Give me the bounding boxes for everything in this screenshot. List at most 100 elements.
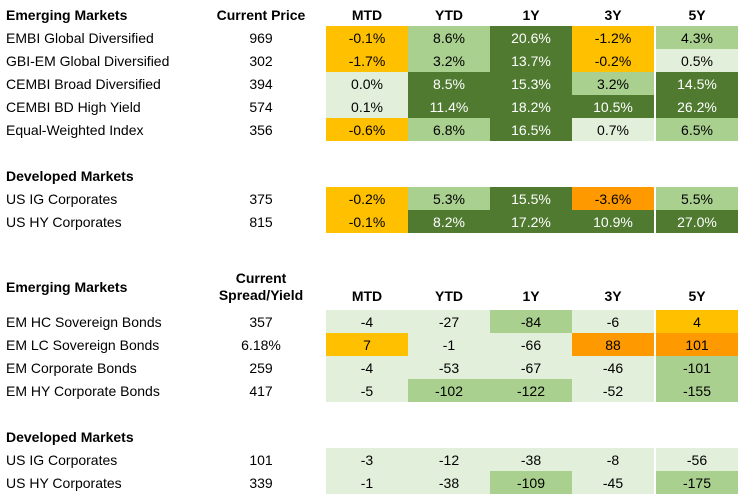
value-cell-1y: -67 bbox=[490, 356, 572, 379]
row-price: 302 bbox=[206, 49, 316, 72]
price-header-line1: Current bbox=[236, 270, 287, 287]
price-header-line2: Spread/Yield bbox=[219, 287, 303, 304]
value-cell-ytd: 6.8% bbox=[408, 118, 490, 141]
value-cell-3y: -0.2% bbox=[572, 49, 654, 72]
value-cell-3y: 0.7% bbox=[572, 118, 654, 141]
table1-dm-section-row: Developed Markets bbox=[0, 164, 750, 187]
table-row: EM Corporate Bonds 259 -4 -53 -67 -46 -101 bbox=[0, 356, 750, 379]
value-cell-1y: 15.3% bbox=[490, 72, 572, 95]
row-name: EM Corporate Bonds bbox=[6, 356, 206, 379]
value-cell-ytd: -27 bbox=[408, 310, 490, 333]
value-cell-1y: -38 bbox=[490, 448, 572, 471]
value-cell-1y: 18.2% bbox=[490, 95, 572, 118]
value-cell-ytd: -38 bbox=[408, 471, 490, 494]
value-cell-3y: 10.9% bbox=[572, 210, 654, 233]
value-cell-5y: 6.5% bbox=[656, 118, 738, 141]
value-cell-3y: -8 bbox=[572, 448, 654, 471]
table-row: CEMBI Broad Diversified 394 0.0% 8.5% 15.3% 3… bbox=[0, 72, 750, 95]
column-header-3y: 3Y bbox=[572, 263, 654, 310]
table-row: US IG Corporates 375 -0.2% 5.3% 15.5% -3.6% 5.… bbox=[0, 187, 750, 210]
value-cell-mtd: -0.6% bbox=[326, 118, 408, 141]
value-cell-mtd: -0.1% bbox=[326, 210, 408, 233]
row-name: Equal-Weighted Index bbox=[6, 118, 206, 141]
section-title: Developed Markets bbox=[6, 425, 206, 448]
row-price: 815 bbox=[206, 210, 316, 233]
value-cell-mtd: -5 bbox=[326, 379, 408, 402]
row-price: 375 bbox=[206, 187, 316, 210]
table-row: US HY Corporates 339 -1 -38 -109 -45 -175 bbox=[0, 471, 750, 494]
value-cell-3y: -45 bbox=[572, 471, 654, 494]
value-cell-ytd: -12 bbox=[408, 448, 490, 471]
value-cell-3y: -46 bbox=[572, 356, 654, 379]
value-cell-mtd: -1.7% bbox=[326, 49, 408, 72]
column-header-ytd: YTD bbox=[408, 263, 490, 310]
table-row: GBI-EM Global Diversified 302 -1.7% 3.2% 13.… bbox=[0, 49, 750, 72]
value-cell-ytd: 8.6% bbox=[408, 26, 490, 49]
value-cell-1y: -66 bbox=[490, 333, 572, 356]
row-price: 356 bbox=[206, 118, 316, 141]
value-cell-mtd: -0.1% bbox=[326, 26, 408, 49]
value-cell-ytd: 5.3% bbox=[408, 187, 490, 210]
column-header-5y: 5Y bbox=[656, 263, 738, 310]
value-cell-1y: 13.7% bbox=[490, 49, 572, 72]
row-name: GBI-EM Global Diversified bbox=[6, 49, 206, 72]
table-row: EMBI Global Diversified 969 -0.1% 8.6% 20.6%… bbox=[0, 26, 750, 49]
row-name: EM HY Corporate Bonds bbox=[6, 379, 206, 402]
table-row: EM HY Corporate Bonds 417 -5 -102 -122 -52 -15… bbox=[0, 379, 750, 402]
row-name: EM HC Sovereign Bonds bbox=[6, 310, 206, 333]
row-price: 969 bbox=[206, 26, 316, 49]
value-cell-1y: 16.5% bbox=[490, 118, 572, 141]
row-name: US IG Corporates bbox=[6, 187, 206, 210]
value-cell-5y: 5.5% bbox=[656, 187, 738, 210]
value-cell-1y: 17.2% bbox=[490, 210, 572, 233]
value-cell-5y: -56 bbox=[656, 448, 738, 471]
value-cell-ytd: 8.2% bbox=[408, 210, 490, 233]
value-cell-5y: 4 bbox=[656, 310, 738, 333]
value-cell-3y: 3.2% bbox=[572, 72, 654, 95]
value-cell-5y: 14.5% bbox=[656, 72, 738, 95]
value-cell-mtd: -1 bbox=[326, 471, 408, 494]
row-name: CEMBI Broad Diversified bbox=[6, 72, 206, 95]
value-cell-mtd: -3 bbox=[326, 448, 408, 471]
section-title: Emerging Markets bbox=[6, 3, 206, 26]
table-row: EM HC Sovereign Bonds 357 -4 -27 -84 -6 4 bbox=[0, 310, 750, 333]
value-cell-5y: 0.5% bbox=[656, 49, 738, 72]
value-cell-ytd: 8.5% bbox=[408, 72, 490, 95]
table-row: US HY Corporates 815 -0.1% 8.2% 17.2% 10.9% 27… bbox=[0, 210, 750, 233]
column-header-1y: 1Y bbox=[490, 263, 572, 310]
column-header-5y: 5Y bbox=[656, 3, 738, 26]
row-price: 6.18% bbox=[206, 333, 316, 356]
value-cell-1y: -122 bbox=[490, 379, 572, 402]
value-cell-1y: -109 bbox=[490, 471, 572, 494]
row-name: US IG Corporates bbox=[6, 448, 206, 471]
row-name: US HY Corporates bbox=[6, 471, 206, 494]
value-cell-1y: -84 bbox=[490, 310, 572, 333]
table-row: US IG Corporates 101 -3 -12 -38 -8 -56 bbox=[0, 448, 750, 471]
row-name: EM LC Sovereign Bonds bbox=[6, 333, 206, 356]
column-header-1y: 1Y bbox=[490, 3, 572, 26]
row-price: 357 bbox=[206, 310, 316, 333]
value-cell-5y: 101 bbox=[656, 333, 738, 356]
value-cell-ytd: 3.2% bbox=[408, 49, 490, 72]
row-price: 394 bbox=[206, 72, 316, 95]
value-cell-3y: -1.2% bbox=[572, 26, 654, 49]
value-cell-5y: -101 bbox=[656, 356, 738, 379]
value-cell-5y: 27.0% bbox=[656, 210, 738, 233]
row-price: 101 bbox=[206, 448, 316, 471]
table-row: EM LC Sovereign Bonds 6.18% 7 -1 -66 88 101 bbox=[0, 333, 750, 356]
value-cell-mtd: 0.0% bbox=[326, 72, 408, 95]
row-price: 339 bbox=[206, 471, 316, 494]
value-cell-ytd: -102 bbox=[408, 379, 490, 402]
value-cell-mtd: -0.2% bbox=[326, 187, 408, 210]
column-header-mtd: MTD bbox=[326, 263, 408, 310]
table-row: Equal-Weighted Index 356 -0.6% 6.8% 16.5% 0.7… bbox=[0, 118, 750, 141]
value-cell-mtd: -4 bbox=[326, 310, 408, 333]
value-cell-ytd: -53 bbox=[408, 356, 490, 379]
value-cell-3y: -52 bbox=[572, 379, 654, 402]
value-cell-5y: 26.2% bbox=[656, 95, 738, 118]
section-title: Developed Markets bbox=[6, 164, 206, 187]
value-cell-mtd: 7 bbox=[326, 333, 408, 356]
value-cell-3y: -6 bbox=[572, 310, 654, 333]
row-price: 417 bbox=[206, 379, 316, 402]
